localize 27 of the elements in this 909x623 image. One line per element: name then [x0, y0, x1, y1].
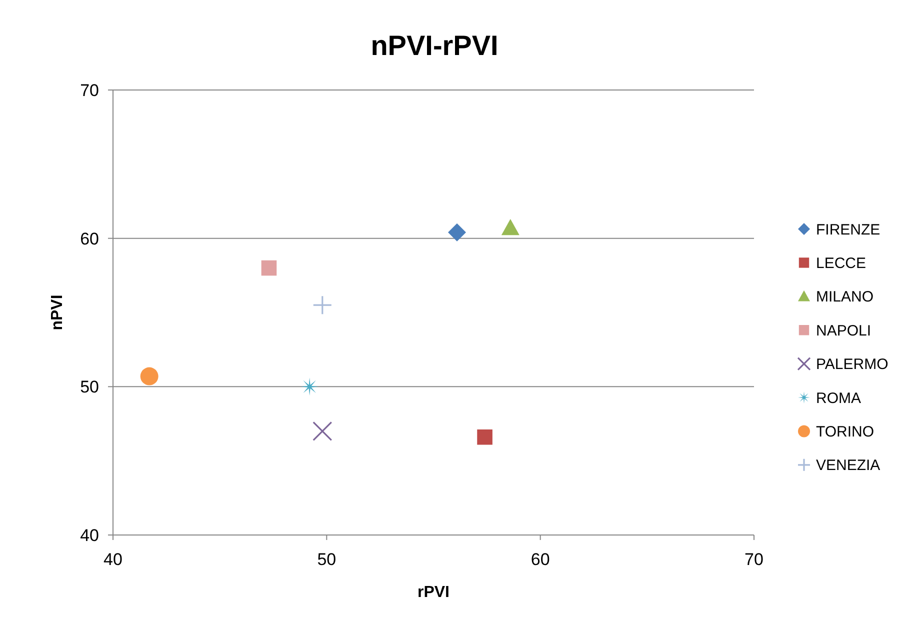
- y-tick-label: 40: [80, 526, 99, 545]
- y-tick-label: 50: [80, 378, 99, 397]
- point: [300, 378, 319, 396]
- point: [448, 223, 466, 242]
- point: [312, 421, 332, 441]
- y-tick-label: 60: [80, 229, 99, 248]
- legend-label: FIRENZE: [816, 221, 880, 238]
- x-tick-label: 70: [744, 550, 764, 569]
- legend-label: ROMA: [816, 390, 861, 407]
- x-tick-label: 40: [104, 550, 122, 569]
- point: [312, 295, 332, 315]
- point: [140, 367, 158, 386]
- chart-title: nPVI-rPVI: [370, 30, 498, 61]
- x-axis-title: rPVI: [417, 584, 450, 601]
- y-tick-label: 70: [80, 80, 99, 100]
- legend-label: LECCE: [816, 254, 866, 272]
- y-axis-title: nPVI: [49, 294, 66, 330]
- point: [501, 218, 520, 236]
- legend-label: PALERMO: [816, 356, 888, 374]
- legend-label: MILANO: [816, 288, 874, 306]
- x-tick-label: 60: [530, 550, 550, 569]
- x-tick-label: 50: [317, 550, 336, 569]
- legend-label: TORINO: [816, 423, 874, 440]
- point: [261, 260, 277, 276]
- point: [477, 429, 492, 445]
- legend-label: NAPOLI: [816, 322, 872, 340]
- legend-label: VENEZIA: [816, 457, 880, 474]
